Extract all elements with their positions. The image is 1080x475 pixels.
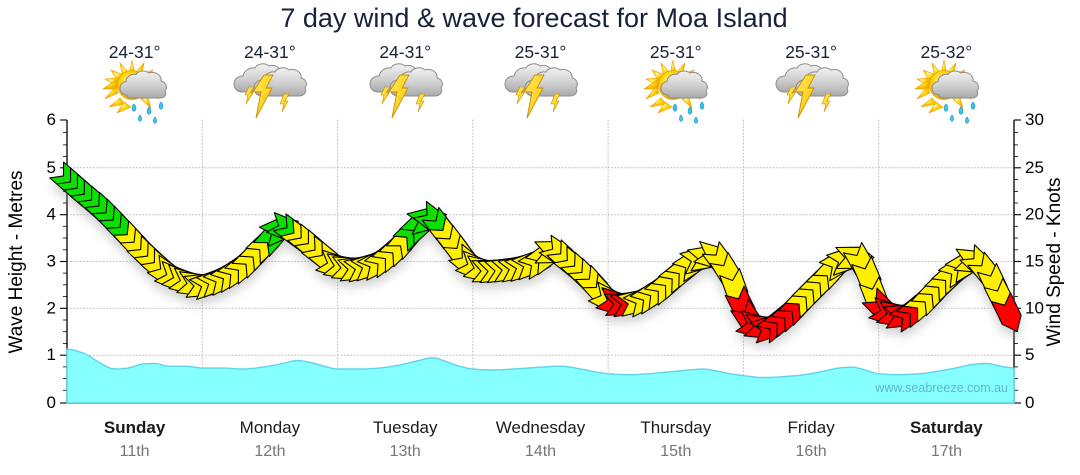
svg-text:Friday: Friday	[787, 418, 835, 437]
svg-text:0: 0	[47, 393, 56, 412]
svg-text:14th: 14th	[525, 443, 556, 460]
svg-text:Tuesday: Tuesday	[373, 418, 438, 437]
svg-text:5: 5	[1025, 345, 1034, 364]
svg-text:1: 1	[47, 345, 56, 364]
svg-text:24-31°: 24-31°	[109, 42, 161, 62]
svg-text:Monday: Monday	[240, 418, 301, 437]
svg-text:3: 3	[47, 252, 56, 271]
svg-text:Sunday: Sunday	[104, 418, 166, 437]
svg-text:6: 6	[47, 110, 56, 129]
svg-text:4: 4	[47, 205, 56, 224]
svg-text:25-31°: 25-31°	[650, 42, 702, 62]
svg-text:25-31°: 25-31°	[785, 42, 837, 62]
svg-text:11th: 11th	[120, 443, 150, 460]
svg-text:0: 0	[1025, 393, 1034, 412]
svg-text:5: 5	[47, 158, 56, 177]
svg-text:30: 30	[1025, 110, 1044, 129]
svg-text:Wednesday: Wednesday	[496, 418, 586, 437]
svg-text:Wave Height - Metres: Wave Height - Metres	[6, 170, 27, 353]
svg-text:2: 2	[47, 298, 56, 317]
svg-text:12th: 12th	[254, 443, 285, 460]
svg-text:25-31°: 25-31°	[515, 42, 567, 62]
svg-text:13th: 13th	[390, 443, 421, 460]
svg-text:16th: 16th	[796, 443, 827, 460]
svg-text:7 day wind & wave forecast for: 7 day wind & wave forecast for Moa Islan…	[280, 3, 787, 33]
svg-text:24-31°: 24-31°	[244, 42, 296, 62]
svg-text:Wind Speed - Knots: Wind Speed - Knots	[1044, 178, 1065, 347]
svg-text:24-31°: 24-31°	[379, 42, 431, 62]
svg-text:15th: 15th	[660, 443, 691, 460]
svg-text:25-32°: 25-32°	[921, 42, 973, 62]
svg-text:Thursday: Thursday	[640, 418, 711, 437]
svg-text:10: 10	[1025, 298, 1044, 317]
svg-text:17th: 17th	[931, 443, 962, 460]
svg-text:20: 20	[1025, 205, 1044, 224]
svg-text:25: 25	[1025, 158, 1044, 177]
svg-text:www.seabreeze.com.au: www.seabreeze.com.au	[874, 381, 1008, 395]
svg-text:15: 15	[1025, 252, 1044, 271]
svg-text:Saturday: Saturday	[910, 418, 983, 437]
